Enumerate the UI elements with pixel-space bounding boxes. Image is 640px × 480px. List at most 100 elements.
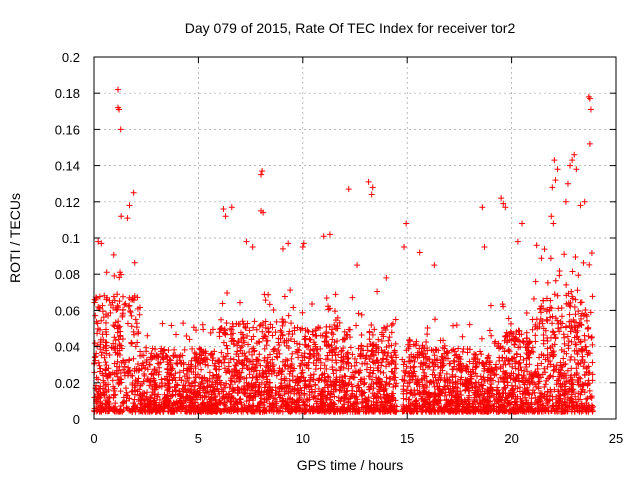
data-point: [195, 402, 202, 409]
data-point: [300, 374, 307, 381]
data-point: [316, 376, 323, 383]
data-point: [146, 361, 153, 368]
data-point: [421, 369, 428, 376]
data-point: [110, 383, 117, 390]
data-point: [288, 320, 295, 327]
data-point: [228, 326, 235, 333]
data-point: [271, 404, 278, 411]
data-point: [102, 383, 109, 390]
data-point: [574, 323, 581, 330]
data-point: [215, 359, 222, 366]
data-point: [249, 351, 256, 358]
data-point: [544, 317, 551, 324]
data-point: [96, 326, 103, 333]
data-point: [255, 338, 262, 345]
data-point: [371, 326, 378, 333]
data-point: [381, 386, 388, 393]
data-point: [253, 374, 260, 381]
data-point: [136, 386, 143, 393]
data-point: [266, 394, 273, 401]
data-point: [368, 322, 375, 329]
data-point: [225, 367, 232, 374]
data-point: [406, 379, 413, 386]
data-point: [571, 324, 578, 331]
data-point: [194, 408, 201, 415]
data-point: [569, 157, 576, 164]
data-point: [103, 296, 110, 303]
data-point: [270, 306, 277, 313]
data-point: [431, 390, 438, 397]
data-point: [329, 366, 336, 373]
data-point: [578, 315, 585, 322]
data-point: [279, 408, 286, 415]
data-point: [246, 392, 253, 399]
data-point: [128, 388, 135, 395]
data-point: [96, 368, 103, 375]
data-point: [418, 396, 425, 403]
data-point: [368, 352, 375, 359]
data-point: [243, 355, 250, 362]
data-point: [347, 344, 354, 351]
data-point: [561, 408, 568, 415]
data-point: [131, 368, 138, 375]
data-point: [165, 347, 172, 354]
data-point: [519, 407, 526, 414]
data-point: [416, 352, 423, 359]
data-point: [403, 407, 410, 414]
data-point: [277, 383, 284, 390]
data-point: [137, 396, 144, 403]
data-point: [188, 398, 195, 405]
data-point: [206, 389, 213, 396]
data-point: [142, 364, 149, 371]
data-point: [486, 361, 493, 368]
data-point: [299, 244, 306, 251]
data-point: [354, 262, 361, 269]
data-point: [554, 317, 561, 324]
data-point: [386, 398, 393, 405]
data-point: [330, 370, 337, 377]
data-point: [222, 404, 229, 411]
data-point: [338, 374, 345, 381]
data-point: [130, 189, 137, 196]
data-point: [261, 291, 268, 298]
data-point: [323, 334, 330, 341]
data-point: [560, 391, 567, 398]
data-point: [344, 331, 351, 338]
data-point: [544, 279, 551, 286]
data-point: [286, 403, 293, 410]
data-point: [106, 371, 113, 378]
data-point: [429, 371, 436, 378]
data-point: [357, 378, 364, 385]
data-point: [556, 395, 563, 402]
data-point: [451, 358, 458, 365]
data-point: [388, 329, 395, 336]
data-point: [577, 299, 584, 306]
data-point: [369, 331, 376, 338]
data-point: [573, 404, 580, 411]
data-point: [96, 293, 103, 300]
data-point: [477, 408, 484, 415]
data-point: [378, 331, 385, 338]
data-point: [112, 337, 119, 344]
data-point: [132, 408, 139, 415]
data-point: [572, 253, 579, 260]
data-point: [547, 386, 554, 393]
data-point: [476, 383, 483, 390]
data-point: [336, 387, 343, 394]
data-point: [488, 365, 495, 372]
data-point: [519, 338, 526, 345]
data-point: [223, 342, 230, 349]
data-point: [269, 332, 276, 339]
data-point: [407, 389, 414, 396]
data-point: [441, 385, 448, 392]
data-point: [356, 369, 363, 376]
data-point: [130, 328, 137, 335]
data-point: [250, 324, 257, 331]
data-point: [330, 331, 337, 338]
data-point: [500, 200, 507, 207]
data-point: [203, 408, 210, 415]
data-point: [581, 332, 588, 339]
data-point: [260, 333, 267, 340]
data-point: [539, 320, 546, 327]
data-point: [181, 346, 188, 353]
